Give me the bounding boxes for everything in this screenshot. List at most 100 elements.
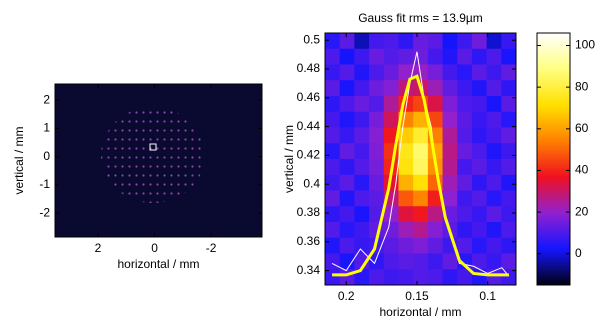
heatmap-cell [501, 238, 516, 254]
x-axis-label: horizontal / mm [117, 257, 199, 271]
heatmap-cell [487, 96, 502, 112]
heatmap-cell [413, 159, 428, 175]
heatmap-cell [487, 143, 502, 159]
heatmap-cell [340, 49, 355, 65]
heatmap-cell [501, 128, 516, 144]
y-tick-label: -2 [39, 205, 50, 219]
heatmap-cell [457, 206, 472, 222]
y-tick-label: 0.46 [297, 90, 321, 104]
y-tick-label: -1 [39, 177, 50, 191]
heatmap-cell [472, 191, 487, 207]
heatmap-cell [384, 238, 399, 254]
heatmap-cell [369, 143, 384, 159]
heatmap-cell [354, 238, 369, 254]
heatmap-cell [354, 128, 369, 144]
heatmap-cell [340, 143, 355, 159]
heatmap-cell [369, 49, 384, 65]
heatmap-cell [457, 80, 472, 96]
heatmap-cell [325, 159, 340, 175]
heatmap-cell [354, 159, 369, 175]
heatmap-cell [398, 49, 413, 65]
heatmap-cell [384, 65, 399, 81]
heatmap-cell [369, 175, 384, 191]
colorbar-tick-label: 0 [575, 246, 582, 260]
heatmap-cell [325, 191, 340, 207]
heatmap-cell [457, 128, 472, 144]
x-tick-label: 0.1 [479, 289, 496, 303]
y-tick-label: 0.44 [297, 119, 321, 133]
heatmap-cell [340, 222, 355, 238]
heatmap-cell [325, 49, 340, 65]
heatmap-cell [369, 159, 384, 175]
colorbar-tick-label: 60 [575, 121, 589, 135]
heatmap-cell [325, 254, 340, 270]
heatmap-cell [443, 49, 458, 65]
x-axis-label: horizontal / mm [379, 305, 461, 319]
heatmap-cell [443, 33, 458, 49]
heatmap-cell [354, 143, 369, 159]
y-tick-label: 0.34 [297, 263, 321, 277]
heatmap-cell [501, 159, 516, 175]
heatmap-cell [487, 238, 502, 254]
heatmap-cell [472, 159, 487, 175]
heatmap-cell [457, 191, 472, 207]
heatmap-cell [443, 65, 458, 81]
heatmap-cell [398, 254, 413, 270]
heatmap-cell [443, 80, 458, 96]
heatmap-cell [443, 143, 458, 159]
y-tick-label: 0.4 [303, 176, 320, 190]
heatmap-cell [472, 33, 487, 49]
heatmap-cell [354, 175, 369, 191]
heatmap-cell [457, 175, 472, 191]
heatmap-cell [501, 80, 516, 96]
heatmap-cell [443, 175, 458, 191]
y-tick-label: 0 [43, 149, 50, 163]
heatmap-cell [501, 269, 516, 285]
heatmap-cell [428, 238, 443, 254]
heatmap-cell [501, 222, 516, 238]
heatmap-cell [398, 238, 413, 254]
heatmap-cell [384, 112, 399, 128]
heatmap-cell [325, 143, 340, 159]
heatmap-cell [428, 206, 443, 222]
heatmap-cell [457, 159, 472, 175]
heatmap-cell [472, 112, 487, 128]
heatmap-cell [413, 269, 428, 285]
heatmap-cell [340, 33, 355, 49]
heatmap-cell [369, 112, 384, 128]
colorbar-tick-label: 100 [575, 38, 595, 52]
heatmap-cell [443, 254, 458, 270]
heatmap-cell [340, 96, 355, 112]
heatmap-cell [369, 65, 384, 81]
heatmap-cell [472, 238, 487, 254]
heatmap-cell [487, 49, 502, 65]
heatmap-cell [325, 206, 340, 222]
heatmap-cell [457, 238, 472, 254]
heatmap-cell [472, 206, 487, 222]
heatmap-cell [472, 222, 487, 238]
colorbar-tick-label: 40 [575, 163, 589, 177]
heatmap-cell [457, 112, 472, 128]
heatmap-cell [428, 33, 443, 49]
heatmap-cell [487, 159, 502, 175]
heatmap-cell [340, 238, 355, 254]
heatmap-cell [384, 33, 399, 49]
heatmap-cell [472, 49, 487, 65]
heatmap-cell [354, 49, 369, 65]
heatmap-cell [369, 128, 384, 144]
x-tick-label: 0.2 [338, 289, 355, 303]
y-tick-label: 0.38 [297, 205, 321, 219]
heatmap-cell [340, 191, 355, 207]
colorbar-tick-label: 80 [575, 79, 589, 93]
heatmap-cell [354, 222, 369, 238]
colorbar-tick-label: 20 [575, 204, 589, 218]
heatmap-cell [487, 175, 502, 191]
colorbar [537, 33, 570, 285]
heatmap-cell [487, 222, 502, 238]
y-tick-label: 0.36 [297, 234, 321, 248]
heatmap-cell [472, 65, 487, 81]
heatmap-cell [354, 33, 369, 49]
heatmap-cell [428, 222, 443, 238]
heatmap-cell [457, 96, 472, 112]
heatmap-cell [354, 96, 369, 112]
